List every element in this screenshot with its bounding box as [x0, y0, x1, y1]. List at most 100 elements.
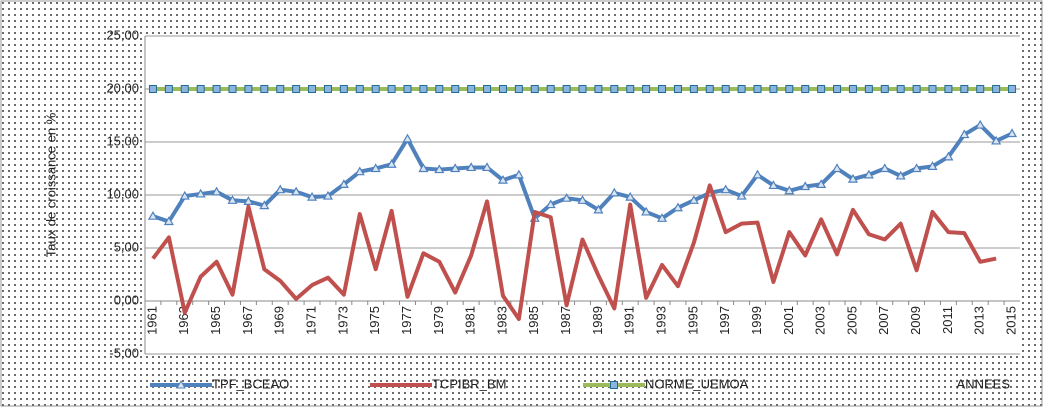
point-marker [498, 85, 507, 93]
x-tick-label: 1961 [144, 306, 159, 335]
point-marker [658, 85, 667, 93]
point-marker [800, 181, 811, 191]
point-marker [308, 85, 317, 93]
point-marker [609, 187, 620, 197]
x-tick-label: 2001 [781, 306, 796, 335]
point-marker [688, 195, 699, 204]
x-tick-label: 1971 [303, 306, 318, 335]
point-marker [721, 85, 730, 93]
y-axis-title: Taux de croissance en % [43, 112, 58, 257]
y-tick-label: -5,00 [109, 345, 139, 360]
point-marker [784, 185, 795, 195]
point-marker [577, 195, 588, 204]
x-tick-label: 1975 [367, 306, 382, 335]
point-marker [594, 85, 603, 93]
legend-label: TCPIBR_BM [432, 376, 506, 391]
point-marker [705, 85, 714, 93]
point-marker [672, 202, 683, 212]
point-marker [752, 169, 763, 179]
point-marker [228, 85, 237, 93]
point-marker [338, 179, 349, 188]
x-axis-title: ANNEES [957, 376, 1011, 391]
point-marker [720, 184, 731, 194]
point-marker [354, 166, 365, 176]
point-marker [944, 85, 953, 93]
point-marker [323, 85, 332, 93]
point-marker [593, 204, 604, 214]
x-tick-label: 1991 [622, 306, 637, 335]
point-marker [642, 85, 651, 93]
x-tick-label: 1997 [717, 306, 732, 335]
point-marker [848, 85, 857, 93]
y-tick-label: 25,00 [106, 27, 139, 42]
point-marker [148, 85, 157, 93]
point-marker [179, 190, 190, 200]
point-marker [322, 190, 333, 200]
x-tick-label: 1985 [526, 306, 541, 335]
point-marker [641, 206, 652, 216]
point-marker [896, 85, 905, 93]
x-tick-label: 2003 [813, 306, 828, 335]
x-tick-label: 1965 [208, 306, 223, 335]
point-marker [561, 192, 572, 202]
point-marker [307, 191, 318, 201]
x-tick-label: 1977 [399, 306, 414, 335]
legend-label: NORME_UEMOA [645, 376, 749, 391]
legend-marker [610, 381, 618, 389]
point-marker [370, 163, 381, 173]
point-marker [355, 85, 364, 93]
point-marker [275, 184, 286, 194]
point-marker [863, 169, 874, 179]
point-marker [895, 170, 906, 180]
x-tick-label: 1989 [590, 306, 605, 335]
point-marker [959, 129, 970, 139]
point-marker [785, 85, 794, 93]
point-marker [419, 85, 428, 93]
point-marker [212, 85, 221, 93]
point-marker [482, 162, 493, 172]
x-tick-label: 1981 [463, 306, 478, 335]
point-marker [657, 213, 668, 222]
point-marker [386, 159, 397, 168]
x-tick-label: 2009 [908, 306, 923, 335]
x-tick-label: 1995 [685, 306, 700, 335]
point-marker [291, 186, 302, 196]
point-marker [817, 85, 826, 93]
x-tick-label: 2015 [1003, 306, 1018, 335]
x-tick-label: 2011 [940, 306, 955, 334]
point-marker [928, 85, 937, 93]
series-line [151, 183, 997, 322]
point-marker [147, 210, 158, 220]
point-marker [769, 85, 778, 93]
point-marker [260, 85, 269, 93]
point-marker [418, 163, 429, 173]
point-marker [402, 133, 413, 143]
point-marker [451, 85, 460, 93]
point-marker [196, 85, 205, 93]
point-marker [625, 191, 636, 201]
x-tick-label: 1993 [653, 306, 668, 335]
point-marker [483, 85, 492, 93]
point-marker [626, 85, 635, 93]
x-tick-label: 1983 [494, 306, 509, 335]
x-tick-label: 1973 [335, 306, 350, 335]
x-tick-label: 1967 [240, 306, 255, 335]
point-marker [975, 119, 986, 129]
y-tick-label: 20,00 [106, 80, 139, 95]
point-marker [371, 85, 380, 93]
point-marker [927, 161, 938, 170]
x-tick-label: 1963 [176, 306, 191, 335]
y-tick-label: 10,00 [106, 186, 139, 201]
point-marker [450, 163, 461, 173]
point-marker [610, 85, 619, 93]
point-marker [847, 173, 858, 183]
point-marker [545, 199, 556, 209]
point-marker [736, 190, 747, 200]
point-marker [911, 163, 922, 173]
point-marker [879, 163, 890, 173]
point-marker [816, 179, 827, 188]
point-marker [753, 85, 762, 93]
point-marker [180, 85, 189, 93]
point-marker [833, 85, 842, 93]
